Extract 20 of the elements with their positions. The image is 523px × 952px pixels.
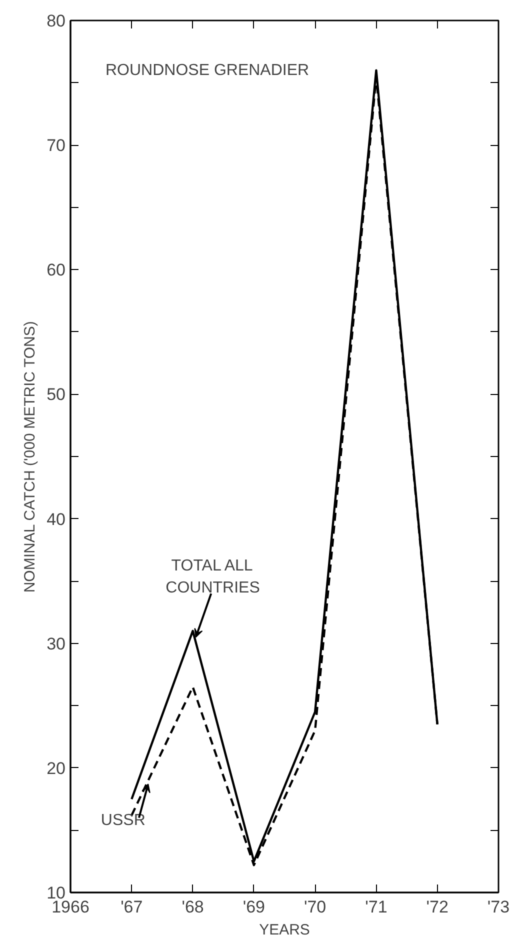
- y-tick-label: 70: [46, 136, 66, 156]
- x-axis-title: YEARS: [259, 922, 310, 938]
- y-tick-label: 50: [46, 385, 66, 404]
- y-tick-label: 30: [46, 634, 66, 654]
- x-tick-label: '67: [120, 898, 143, 916]
- x-tick-label: '70: [304, 898, 326, 916]
- annotation: USSR: [100, 812, 146, 829]
- y-tick-label: 20: [46, 758, 66, 778]
- annotation: TOTAL ALL COUNTRIES: [166, 557, 260, 596]
- y-tick-label: 40: [46, 510, 66, 529]
- x-tick-label: '69: [242, 898, 266, 916]
- text: ROUNDNOSE GRENADIER: [106, 62, 310, 79]
- y-tick-label: 60: [46, 260, 66, 280]
- y-axis-title: NOMINAL CATCH ('000 METRIC TONS): [22, 321, 39, 593]
- y-tick-label: 80: [46, 12, 66, 30]
- x-tick-label: '72: [426, 898, 448, 916]
- x-tick-label: '73: [487, 898, 510, 916]
- x-tick-label: '68: [182, 898, 204, 916]
- x-tick-label: '71: [365, 898, 388, 916]
- x-tick-label: 1966: [52, 898, 90, 916]
